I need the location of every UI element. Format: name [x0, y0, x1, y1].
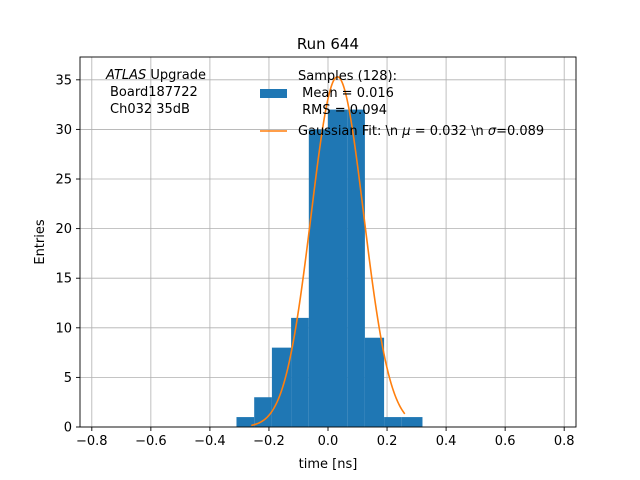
- legend-histogram-line-1: Samples (128):: [298, 69, 397, 84]
- x-tick-label-7: 0.6: [495, 434, 516, 449]
- y-tick-label-2: 10: [55, 321, 72, 336]
- gaussian-fit-curve: [251, 76, 406, 427]
- histogram-bar-0: [236, 417, 255, 427]
- histogram-bar-8: [384, 417, 402, 427]
- y-tick-label-3: 15: [55, 272, 72, 287]
- annotation-line-1: ATLAS Upgrade: [105, 68, 206, 83]
- annotation-upgrade: Upgrade: [146, 68, 206, 83]
- y-tick-label-5: 25: [55, 173, 72, 188]
- legend: Samples (128): Mean = 0.016 RMS = 0.094 …: [260, 69, 544, 139]
- x-tick-label-4: 0.0: [318, 434, 339, 449]
- y-tick-label-1: 5: [64, 371, 72, 386]
- x-tick-label-3: −0.2: [253, 434, 285, 449]
- chart-title: Run 644: [297, 35, 359, 53]
- histogram-bar-5: [328, 109, 348, 427]
- histogram-bar-4: [308, 129, 328, 427]
- legend-fit-part-4: =0.089: [496, 124, 544, 139]
- x-tick-label-0: −0.8: [76, 434, 108, 449]
- histogram-bar-3: [291, 317, 309, 427]
- histogram-bar-9: [401, 417, 423, 427]
- x-tick-label-1: −0.6: [135, 434, 167, 449]
- y-tick-label-7: 35: [55, 73, 72, 88]
- x-tick-label-6: 0.4: [436, 434, 457, 449]
- legend-histogram-swatch: [260, 89, 287, 98]
- annotation-line-2: Board187722: [110, 85, 198, 100]
- x-tick-label-8: 0.8: [554, 434, 575, 449]
- legend-histogram-line-2: Mean = 0.016: [298, 86, 394, 101]
- x-tick-label-5: 0.2: [377, 434, 398, 449]
- legend-histogram-line-3: RMS = 0.094: [298, 103, 387, 118]
- axis-ticks: −0.8 −0.6 −0.4 −0.2 0.0 0.2 0.4 0.6 0.8 0 5 10 15 20 2…: [55, 73, 574, 449]
- histogram-bar-2: [271, 347, 292, 427]
- legend-fit-part-0: Gaussian Fit: \n: [298, 124, 402, 139]
- x-axis-label: time [ns]: [299, 457, 358, 472]
- y-tick-label-6: 30: [55, 123, 72, 138]
- legend-fit-label: Gaussian Fit: \n μ = 0.032 \n σ=0.089: [298, 124, 544, 139]
- x-tick-label-2: −0.4: [194, 434, 226, 449]
- y-tick-label-4: 20: [55, 222, 72, 237]
- y-axis-label: Entries: [33, 219, 48, 265]
- histogram-bar-1: [254, 397, 272, 427]
- legend-fit-part-3: σ: [488, 124, 497, 139]
- annotation-line-3: Ch032 35dB: [110, 102, 190, 117]
- annotation-atlas: ATLAS: [105, 68, 146, 83]
- histogram-bar-7: [364, 337, 385, 427]
- legend-fit-part-1: μ: [401, 124, 410, 139]
- y-tick-label-0: 0: [64, 421, 72, 436]
- atlas-annotation: ATLAS Upgrade Board187722 Ch032 35dB: [105, 68, 206, 117]
- legend-fit-part-2: = 0.032 \n: [411, 124, 488, 139]
